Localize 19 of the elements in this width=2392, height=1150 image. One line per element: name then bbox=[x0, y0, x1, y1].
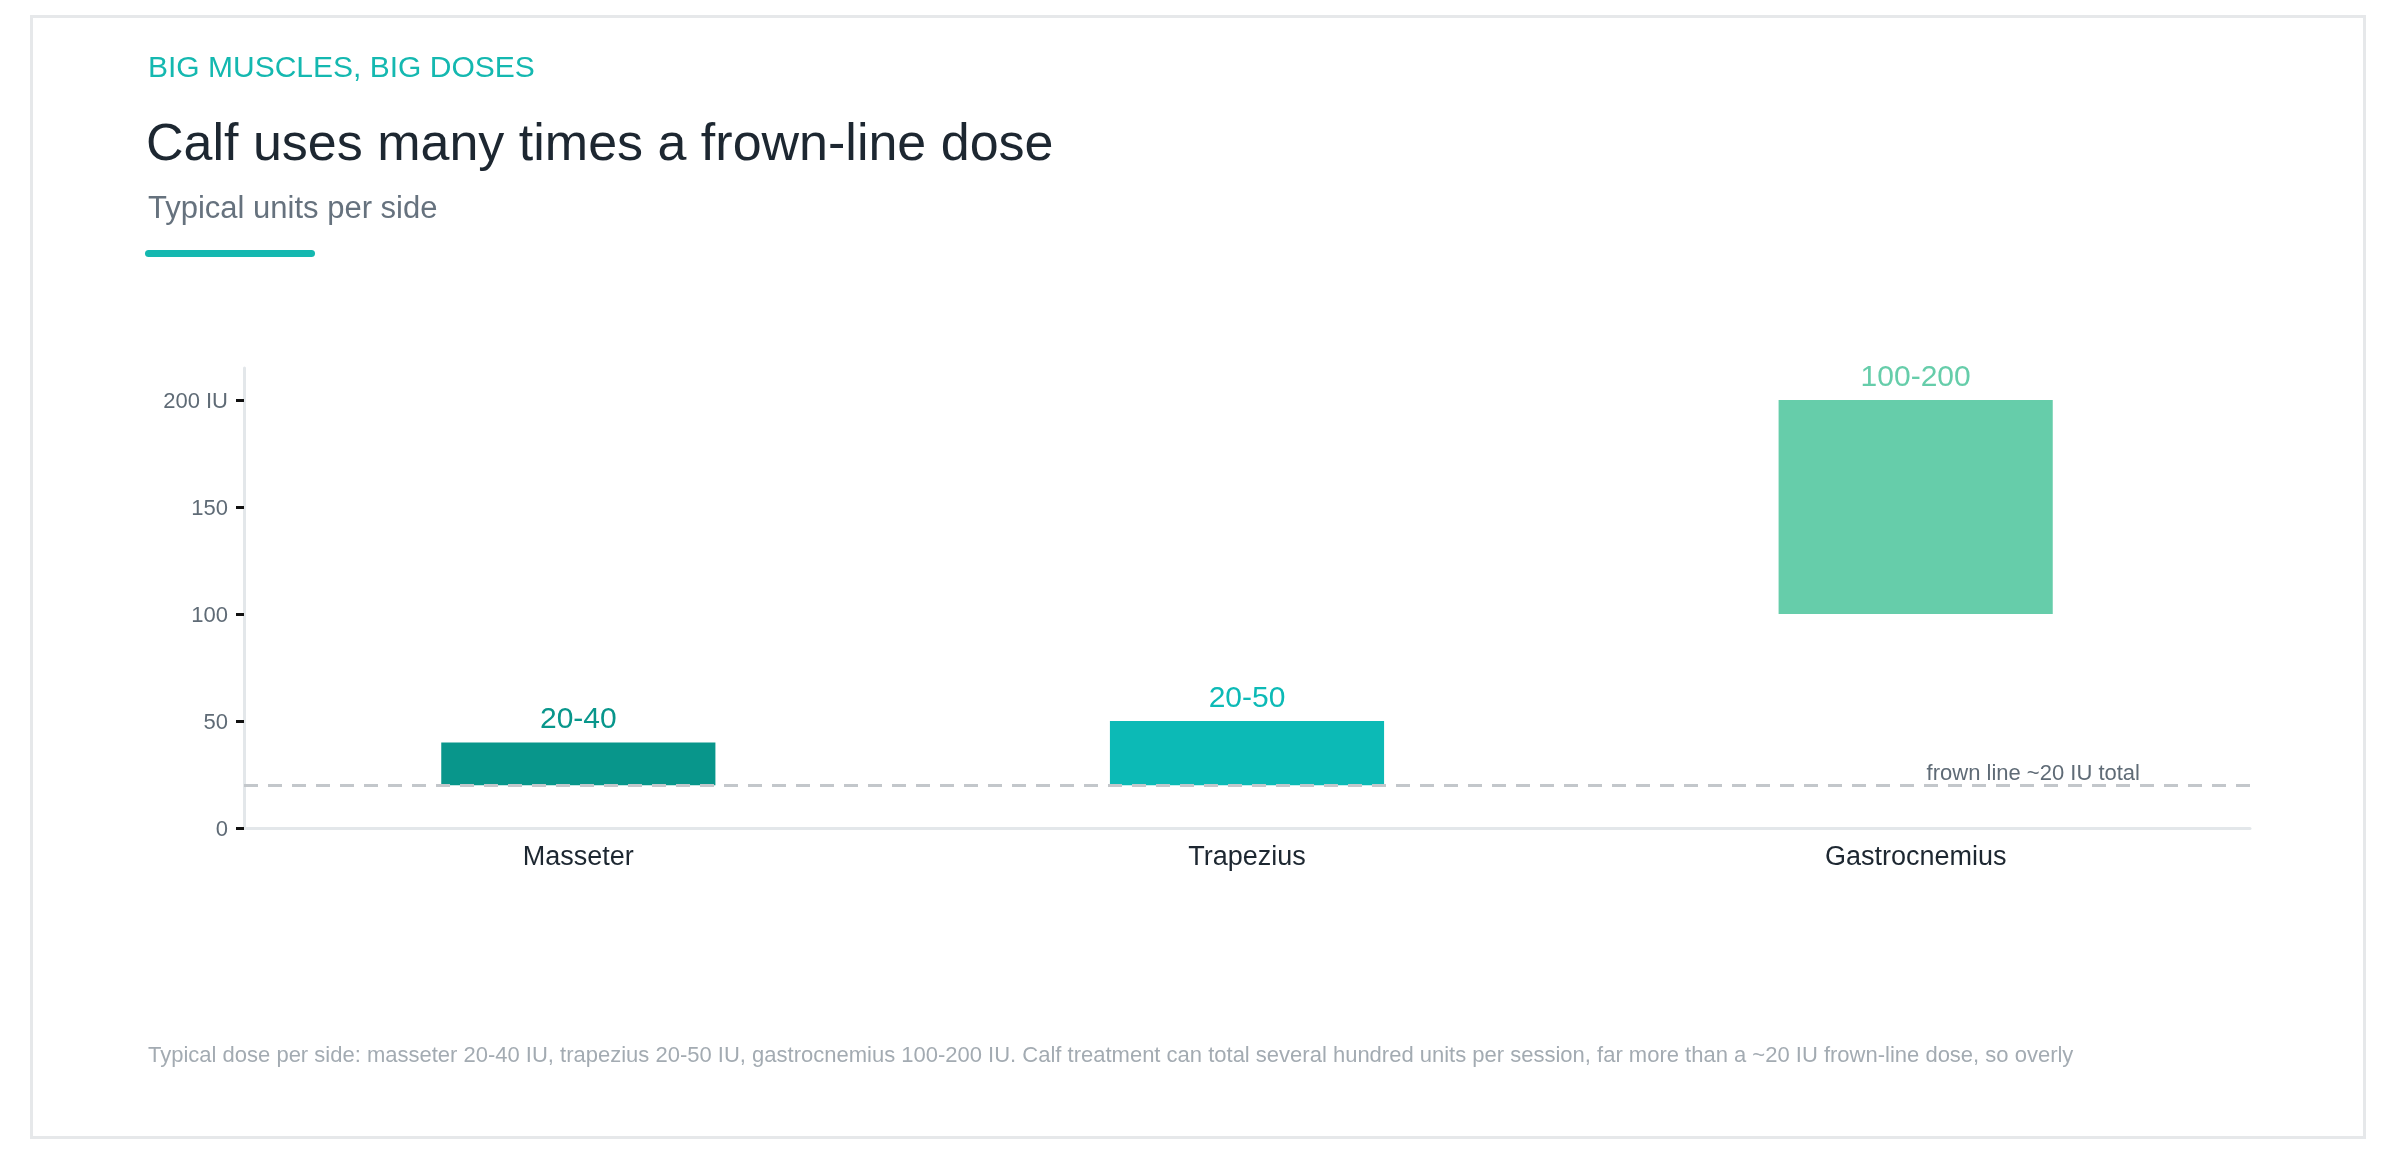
y-tick-label: 200 IU bbox=[163, 387, 228, 413]
data-label: 100-200 bbox=[1860, 358, 1971, 392]
ref-line-label: frown line ~20 IU total bbox=[1926, 759, 2140, 785]
y-tick-label: 0 bbox=[215, 815, 228, 841]
bar bbox=[1778, 400, 2053, 615]
x-tick-label: Gastrocnemius bbox=[1824, 840, 2007, 871]
x-tick-label: Masseter bbox=[522, 840, 634, 871]
chart-title: Calf uses many times a frown-line dose bbox=[146, 112, 1054, 172]
data-label: 20-40 bbox=[539, 700, 617, 734]
x-tick-label: Trapezius bbox=[1188, 840, 1306, 871]
data-label: 20-50 bbox=[1208, 679, 1286, 713]
y-tick-label: 150 bbox=[191, 494, 228, 520]
y-tick-label: 100 bbox=[191, 601, 228, 627]
chart-subtitle: Typical units per side bbox=[148, 190, 438, 226]
y-tick-label: 50 bbox=[203, 708, 228, 734]
bar bbox=[1109, 721, 1385, 786]
text: BIG MUSCLES, BIG DOSES bbox=[148, 50, 535, 84]
bar bbox=[441, 742, 716, 786]
text: Typical dose per side: masseter 20-40 IU, trapezius 20-50 IU, gastrocnemius 100-200 IU. Calf treatment can total several hundred units per session, far more than a ~20 IU frown-line dose, so overly bbox=[148, 1041, 2075, 1069]
